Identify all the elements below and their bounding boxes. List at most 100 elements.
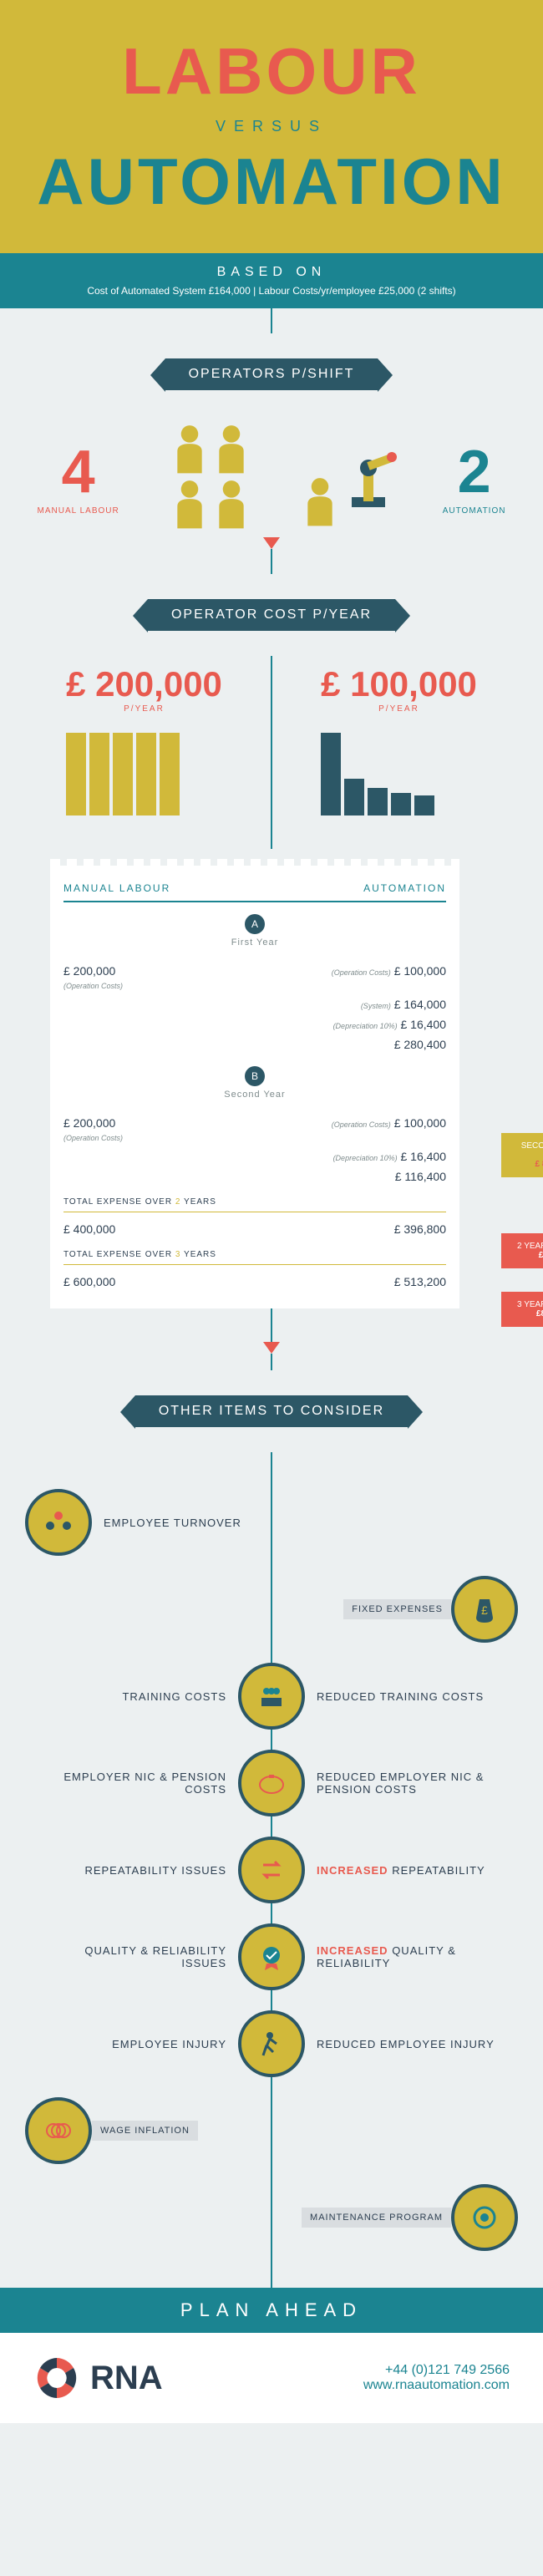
url: www.rnaautomation.com — [363, 2378, 510, 2393]
benefit-label: REDUCED EMPLOYER NIC & PENSION COSTS — [305, 1771, 518, 1796]
year1-badge: A — [245, 914, 265, 934]
robot-arm-icon — [327, 439, 402, 514]
savings2-box: 2 YEAR SAVINGS £3,200 — [501, 1233, 543, 1268]
header: LABOUR VERSUS AUTOMATION — [0, 0, 543, 253]
s2-l1: 2 YEAR SAVINGS — [510, 1242, 543, 1251]
receipt: MANUAL LABOUR AUTOMATION AFirst Year £ 2… — [50, 866, 459, 1308]
company-name: RNA — [90, 2360, 163, 2397]
total3-left: £ 600,000 — [63, 1275, 236, 1288]
issue-label: QUALITY & RELIABILITY ISSUES — [25, 1944, 238, 1969]
auto-cost-per: P/YEAR — [321, 704, 477, 714]
wage-icon — [25, 2097, 92, 2164]
robot-icon-wrap — [302, 426, 402, 526]
person-icon — [213, 424, 250, 474]
repeat-icon — [238, 1837, 305, 1903]
benefit-label: INCREASED REPEATABILITY — [305, 1864, 518, 1877]
item-label: EMPLOYEE TURNOVER — [92, 1517, 518, 1529]
tag: MAINTENANCE PROGRAM — [302, 2208, 451, 2228]
versus: VERSUS — [17, 118, 526, 135]
connector-line — [271, 308, 272, 333]
benefit-label: REDUCED EMPLOYEE INJURY — [305, 2038, 518, 2050]
footer: RNA +44 (0)121 749 2566 www.rnaautomatio… — [0, 2333, 543, 2423]
total2-right: £ 396,800 — [274, 1222, 446, 1236]
manual-cost-per: P/YEAR — [66, 704, 222, 714]
title-automation: AUTOMATION — [17, 144, 526, 220]
manual-cost: £ 200,000 — [66, 664, 222, 704]
consider-row: MAINTENANCE PROGRAM — [25, 2184, 518, 2251]
total2-left: £ 400,000 — [63, 1222, 236, 1236]
receipt-wrap: MANUAL LABOUR AUTOMATION AFirst Year £ 2… — [17, 866, 493, 1308]
training-icon — [238, 1663, 305, 1730]
based-on-banner: BASED ON Cost of Automated System £164,0… — [0, 253, 543, 308]
manual-label: MANUAL LABOUR — [38, 506, 119, 516]
benefit-label: INCREASED QUALITY & RELIABILITY — [305, 1944, 518, 1969]
receipt-hdr-right: AUTOMATION — [363, 882, 446, 894]
person-icon — [213, 479, 250, 529]
people-icons — [160, 424, 261, 529]
logo: RNA — [33, 2355, 163, 2401]
connector-line — [271, 1354, 272, 1370]
person-icon — [171, 424, 208, 474]
cost-banner: OPERATOR COST P/YEAR — [148, 599, 395, 631]
operators-banner: OPERATORS P/SHIFT — [165, 358, 378, 390]
based-on-label: BASED ON — [8, 265, 535, 280]
consider-row: WAGE INFLATION — [25, 2097, 518, 2164]
s2-l2: £3,200 — [510, 1251, 543, 1260]
manual-count: 4 — [38, 438, 119, 506]
year2-badge: B — [245, 1066, 265, 1086]
contact: +44 (0)121 749 2566 www.rnaautomation.co… — [363, 2363, 510, 2393]
total3-right: £ 513,200 — [274, 1275, 446, 1288]
connector-line — [271, 549, 272, 574]
auto-count: 2 — [443, 438, 506, 506]
benefit-label: REDUCED TRAINING COSTS — [305, 1690, 518, 1703]
quality-icon — [238, 1923, 305, 1990]
auto-chart — [321, 724, 471, 815]
logo-icon — [33, 2355, 80, 2401]
manual-chart — [66, 724, 216, 815]
other-banner: OTHER ITEMS TO CONSIDER — [135, 1395, 408, 1427]
phone: +44 (0)121 749 2566 — [363, 2363, 510, 2378]
consider-section: EMPLOYEE TURNOVER FIXED EXPENSES £ TRAINING… — [0, 1452, 543, 2288]
piggy-icon — [238, 1750, 305, 1816]
maintenance-icon — [451, 2184, 518, 2251]
consider-row: QUALITY & RELIABILITY ISSUES INCREASED QU… — [25, 1923, 518, 1990]
auto-label: AUTOMATION — [443, 506, 506, 516]
s3-l1: 3 YEAR SAVINGS — [510, 1300, 543, 1309]
roi-l1: SECOND YEAR — [510, 1141, 543, 1151]
cost-row: £ 200,000 P/YEAR £ 100,000 P/YEAR — [0, 656, 543, 824]
tag: WAGE INFLATION — [92, 2121, 198, 2141]
issue-label: REPEATABILITY ISSUES — [25, 1864, 238, 1877]
arrow-down-icon — [263, 1342, 280, 1354]
consider-row: FIXED EXPENSES £ — [25, 1576, 518, 1643]
roi-box: SECOND YEAR ROI £ 83,600 — [501, 1133, 543, 1177]
consider-row: EMPLOYEE TURNOVER — [25, 1489, 518, 1556]
connector-line — [271, 824, 272, 849]
money-bag-icon: £ — [451, 1576, 518, 1643]
person-icon — [171, 479, 208, 529]
arrow-down-icon — [263, 537, 280, 549]
title-labour: LABOUR — [17, 33, 526, 109]
total3-label: TOTAL EXPENSE OVER 3 YEARS — [63, 1250, 216, 1259]
turnover-icon — [25, 1489, 92, 1556]
operators-row: 4 MANUAL LABOUR 2 AUTOMATION — [0, 415, 543, 537]
savings3-box: 3 YEAR SAVINGS £86,800 — [501, 1292, 543, 1327]
connector-line — [271, 1308, 272, 1342]
year1-label: First Year — [231, 937, 278, 948]
roi-l3: £ 83,600 — [510, 1160, 543, 1169]
consider-row: EMPLOYEE INJURY REDUCED EMPLOYEE INJURY — [25, 2010, 518, 2077]
issue-label: EMPLOYEE INJURY — [25, 2038, 238, 2050]
total2-label: TOTAL EXPENSE OVER 2 YEARS — [63, 1197, 216, 1207]
based-on-text: Cost of Automated System £164,000 | Labo… — [8, 285, 535, 297]
plan-ahead: PLAN AHEAD — [0, 2288, 543, 2333]
consider-row: EMPLOYER NIC & PENSION COSTS REDUCED EMPL… — [25, 1750, 518, 1816]
injury-icon — [238, 2010, 305, 2077]
auto-cost: £ 100,000 — [321, 664, 477, 704]
svg-text:£: £ — [481, 1603, 488, 1617]
receipt-hdr-left: MANUAL LABOUR — [63, 882, 170, 894]
s3-l2: £86,800 — [510, 1309, 543, 1318]
issue-label: EMPLOYER NIC & PENSION COSTS — [25, 1771, 238, 1796]
year2-label: Second Year — [224, 1090, 285, 1100]
tag: FIXED EXPENSES — [343, 1599, 451, 1619]
consider-row: TRAINING COSTS REDUCED TRAINING COSTS — [25, 1663, 518, 1730]
issue-label: TRAINING COSTS — [25, 1690, 238, 1703]
